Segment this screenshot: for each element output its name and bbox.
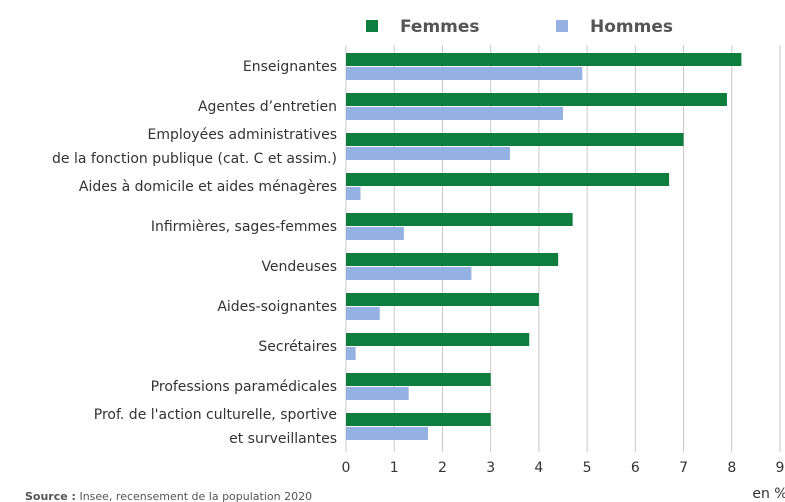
bar <box>346 267 472 280</box>
x-tick-label: 0 <box>342 460 351 476</box>
bar <box>346 307 380 320</box>
y-tick-label: Aides à domicile et aides ménagères <box>79 179 337 195</box>
legend-swatch <box>556 20 568 32</box>
bar <box>346 427 428 440</box>
legend-label: Hommes <box>590 17 673 37</box>
bar <box>346 107 563 120</box>
x-tick-label: 7 <box>679 460 688 476</box>
y-tick-label: Professions paramédicales <box>151 379 337 395</box>
y-tick-label: Employées administratives de la fonction … <box>52 127 337 167</box>
bar <box>346 347 356 360</box>
bar <box>346 413 491 426</box>
x-tick-label: 3 <box>486 460 495 476</box>
bar <box>346 387 409 400</box>
y-tick-label: Agentes d’entretien <box>198 99 337 115</box>
x-unit: en % <box>752 486 785 502</box>
x-tick-label: 2 <box>438 460 447 476</box>
y-tick-label: Aides-soignantes <box>217 299 337 315</box>
x-tick-label: 5 <box>583 460 592 476</box>
bar <box>346 173 670 186</box>
y-tick-label: Infirmières, sages-femmes <box>151 219 337 235</box>
source-text: Insee, recensement de la population 2020 <box>79 490 312 502</box>
x-tick-label: 6 <box>631 460 640 476</box>
source: Source : Insee, recensement de la popula… <box>25 490 312 502</box>
bar <box>346 213 573 226</box>
bar <box>346 187 361 200</box>
source-label: Source : <box>25 490 76 502</box>
y-tick-label: Vendeuses <box>261 259 337 275</box>
bar <box>346 67 583 80</box>
bar <box>346 253 559 266</box>
bar <box>346 147 510 160</box>
x-tick-label: 1 <box>390 460 399 476</box>
x-tick-label: 8 <box>727 460 736 476</box>
y-tick-label: Prof. de l'action culturelle, sportive et… <box>94 407 337 447</box>
y-tick-label: Secrétaires <box>258 339 337 355</box>
bar <box>346 133 684 146</box>
bar <box>346 227 404 240</box>
legend-swatch <box>366 20 378 32</box>
bar <box>346 333 530 346</box>
y-tick-label: Enseignantes <box>243 59 337 75</box>
bar <box>346 373 491 386</box>
bar <box>346 293 539 306</box>
x-tick-label: 9 <box>776 460 785 476</box>
x-tick-label: 4 <box>534 460 543 476</box>
bar <box>346 53 742 66</box>
bar <box>346 93 727 106</box>
legend-label: Femmes <box>400 17 480 37</box>
